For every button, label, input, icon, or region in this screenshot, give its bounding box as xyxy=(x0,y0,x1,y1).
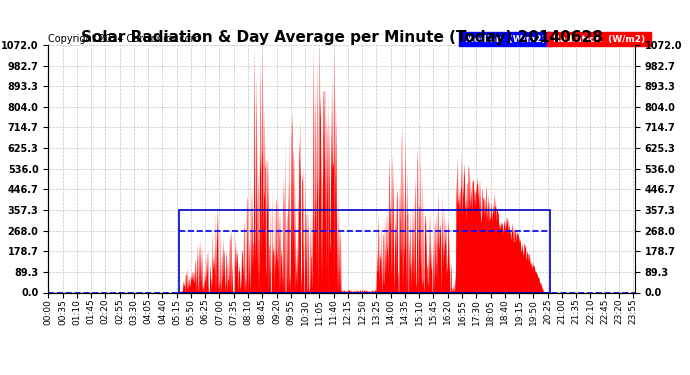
Text: Radiation  (W/m2): Radiation (W/m2) xyxy=(550,35,648,44)
Text: Median  (W/m2): Median (W/m2) xyxy=(462,35,549,44)
Text: Copyright 2014 Cartronics.com: Copyright 2014 Cartronics.com xyxy=(48,34,200,44)
Title: Solar Radiation & Day Average per Minute (Today) 20140628: Solar Radiation & Day Average per Minute… xyxy=(81,30,602,45)
Bar xyxy=(179,210,550,292)
